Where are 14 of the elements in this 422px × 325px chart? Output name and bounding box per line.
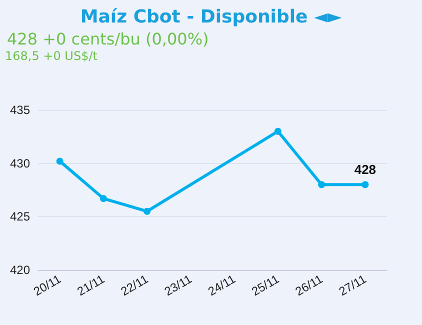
point [144, 208, 151, 215]
point [56, 158, 64, 165]
data-label: 428 [354, 162, 376, 178]
y-tick-label: 420 [10, 263, 30, 277]
point [318, 181, 326, 188]
chart-subtitle: 428 +0 cents/bu (0,00%) [7, 30, 209, 48]
y-tick-label: 430 [10, 156, 30, 170]
point [362, 181, 369, 188]
point [274, 128, 282, 135]
y-tick-label: 425 [10, 210, 30, 224]
text: 168,5 +0 US$/t [5, 49, 98, 63]
y-tick-label: 435 [10, 103, 30, 117]
point [100, 195, 107, 202]
chart-title: Maíz Cbot - Disponible ◄► [80, 6, 342, 28]
